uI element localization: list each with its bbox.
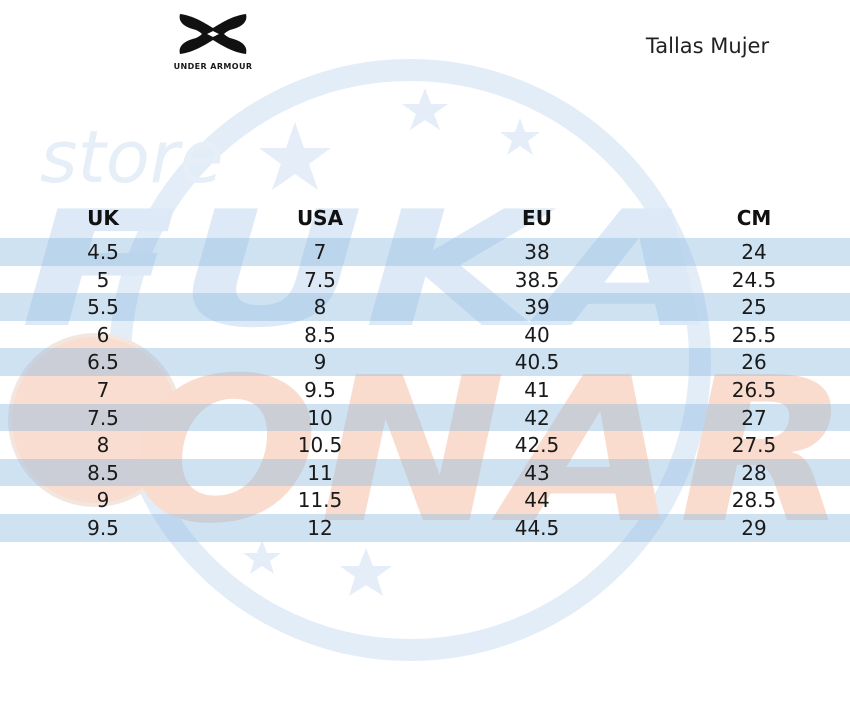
cell-cm: 24 — [741, 240, 767, 264]
cell-uk: 6.5 — [87, 350, 119, 375]
table-row: 7.5 10 42 27 — [0, 403, 850, 432]
cell-uk: 5.5 — [87, 295, 119, 320]
cell-cm: 26.5 — [731, 377, 777, 402]
cell-cm: 26 — [741, 350, 767, 375]
cell-eu: 40 — [524, 322, 550, 347]
watermark-stars — [243, 88, 540, 596]
cell-cm: 28.5 — [731, 488, 777, 513]
cell-usa: 9 — [313, 350, 327, 375]
cell-eu: 40.5 — [514, 350, 560, 375]
table-row: 8 10.5 42.5 27.5 — [0, 431, 850, 459]
cell-usa: 12 — [307, 515, 333, 540]
header-cm: CM — [736, 206, 772, 230]
table-row: 8.5 11 43 28 — [0, 458, 850, 487]
cell-usa: 11 — [307, 460, 333, 485]
table-row: 9 11.5 44 28.5 — [0, 486, 850, 514]
cell-eu: 43 — [524, 460, 550, 485]
star-icon — [402, 88, 448, 130]
cell-usa: 8 — [313, 295, 327, 320]
cell-eu: 44 — [524, 488, 550, 513]
cell-uk: 6 — [96, 322, 110, 347]
table-row: 5.5 8 39 25 — [0, 293, 850, 321]
cell-uk: 9 — [96, 488, 110, 513]
cell-eu: 42 — [524, 405, 550, 430]
cell-cm: 27 — [741, 405, 767, 430]
cell-eu: 41 — [524, 377, 550, 402]
star-icon — [340, 548, 392, 596]
table-row: 7 9.5 41 26.5 — [0, 376, 850, 404]
cell-eu: 44.5 — [514, 515, 560, 540]
header-usa: USA — [296, 206, 344, 230]
table-row: 9.5 12 44.5 29 — [0, 513, 850, 542]
watermark-line3: ONAR — [130, 335, 850, 568]
cell-cm: 29 — [741, 515, 767, 540]
cell-usa: 8.5 — [304, 322, 336, 347]
table-header-row: UK USA EU CM — [0, 200, 850, 238]
cell-eu: 38.5 — [514, 267, 560, 292]
cell-usa: 9.5 — [304, 377, 336, 402]
cell-eu: 39 — [524, 295, 550, 320]
size-table: UK USA EU CM 4.5 7 38 24 5 7.5 38.5 24.5 5.5 8 39 2… — [0, 200, 850, 542]
cell-usa: 7 — [313, 240, 327, 264]
cell-usa: 10 — [307, 405, 333, 430]
brand-logo: UNDER ARMOUR — [160, 12, 266, 74]
cell-usa: 10.5 — [297, 433, 343, 458]
cell-usa: 7.5 — [304, 267, 336, 292]
cell-uk: 9.5 — [87, 515, 119, 540]
cell-eu: 42.5 — [514, 433, 560, 458]
cell-cm: 24.5 — [731, 267, 777, 292]
table-row: 6.5 9 40.5 26 — [0, 348, 850, 376]
cell-usa: 11.5 — [297, 488, 343, 513]
cell-eu: 38 — [524, 240, 550, 264]
page-title: Tallas Mujer — [645, 34, 770, 58]
under-armour-logo-icon — [179, 14, 247, 54]
cell-cm: 25 — [741, 295, 767, 320]
cell-cm: 27.5 — [731, 433, 777, 458]
cell-uk: 8.5 — [87, 460, 119, 485]
star-icon — [243, 540, 281, 574]
cell-uk: 5 — [96, 267, 110, 292]
star-icon — [500, 118, 540, 155]
cell-cm: 28 — [741, 460, 767, 485]
watermark-line2: FUKA — [20, 176, 720, 363]
cell-uk: 7 — [96, 377, 110, 402]
watermark-ball-icon — [8, 333, 182, 507]
table-row: 4.5 7 38 24 — [0, 238, 850, 266]
cell-uk: 8 — [96, 433, 110, 458]
header-eu: EU — [522, 206, 552, 230]
star-icon — [259, 122, 331, 190]
cell-uk: 7.5 — [87, 405, 119, 430]
cell-cm: 25.5 — [731, 322, 777, 347]
brand-name: UNDER ARMOUR — [173, 62, 253, 71]
watermark-line1: store — [40, 115, 224, 199]
table-row: 5 7.5 38.5 24.5 — [0, 266, 850, 294]
header-uk: UK — [87, 206, 119, 230]
table-row: 6 8.5 40 25.5 — [0, 321, 850, 349]
cell-uk: 4.5 — [87, 240, 119, 264]
